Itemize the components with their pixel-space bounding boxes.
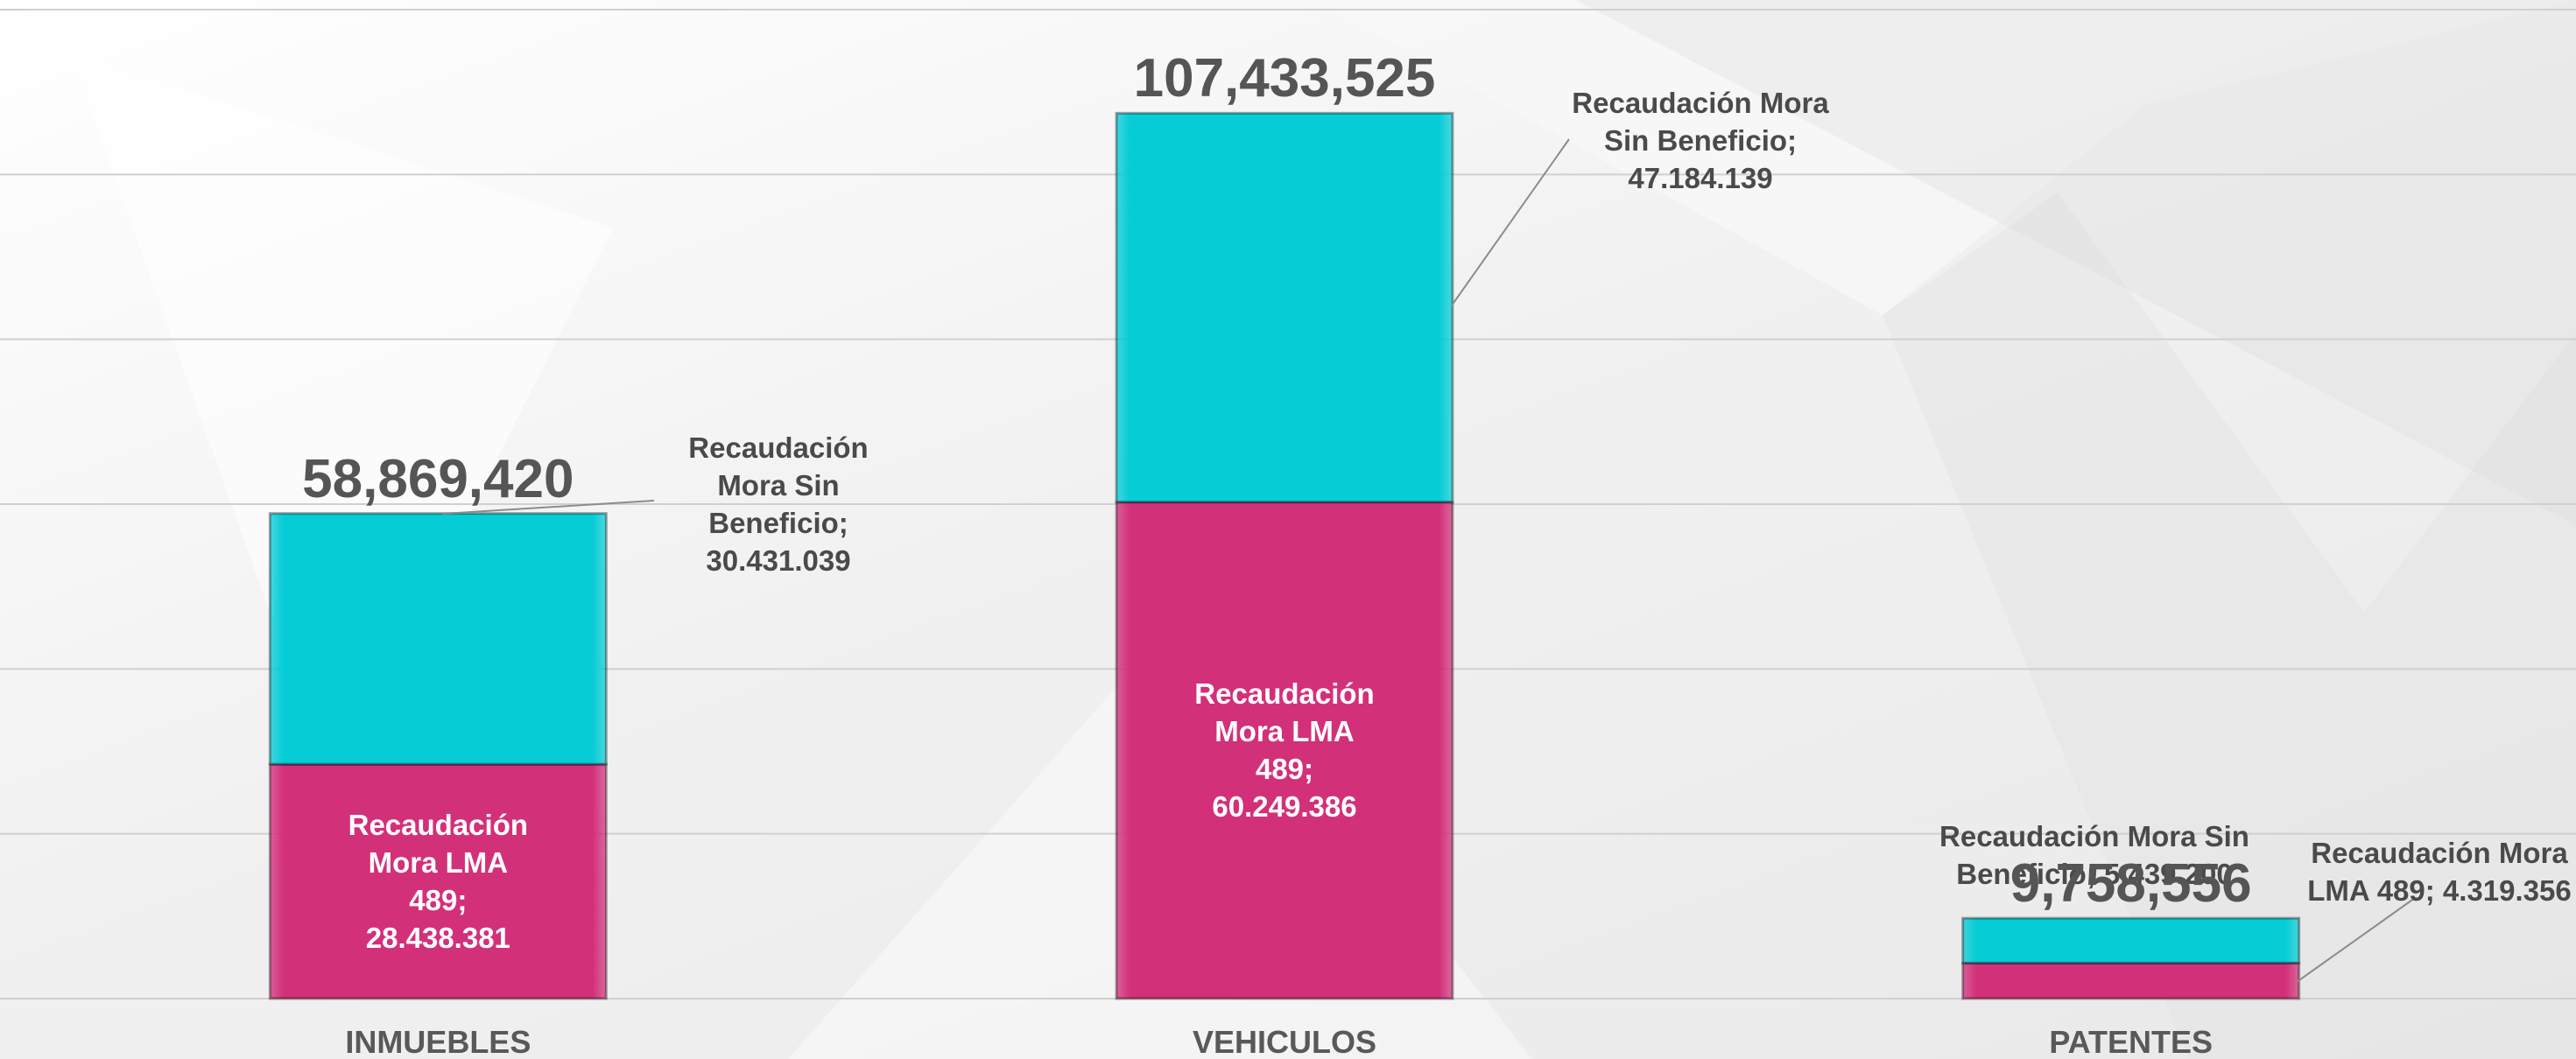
bar-segment [1115, 111, 1454, 504]
segment-label: Recaudación Mora LMA 489; 4.319.356 [2307, 837, 2572, 907]
x-tick-label: INMUEBLES [345, 1024, 531, 1059]
bar-segment [1961, 916, 2301, 964]
total-label: 9,758,556 [2009, 853, 2252, 915]
leader-line [1451, 138, 1570, 306]
x-tick-label: VEHICULOS [1192, 1024, 1377, 1059]
segment-label: Recaudación Mora Sin Beneficio; 47.184.1… [1572, 87, 1829, 194]
x-tick-label: PATENTES [2049, 1024, 2213, 1059]
segment-label: Recaudación Mora Sin Beneficio; 5.439.20… [1939, 820, 2249, 890]
total-label: 58,869,420 [302, 448, 574, 509]
bar-segment [1961, 961, 2301, 1000]
segment-label: Recaudación Mora LMA 489; 60.249.386 [1194, 677, 1375, 824]
bar-segment [268, 762, 608, 1000]
leader-line [2296, 897, 2416, 983]
leader-line [442, 500, 655, 515]
background-shapes [70, 0, 2576, 1059]
segment-label: Recaudación Mora LMA 489; 28.438.381 [348, 809, 529, 955]
bar-segment [268, 512, 608, 766]
total-label: 107,433,525 [1133, 48, 1436, 109]
segment-label: Recaudación Mora Sin Beneficio; 30.431.0… [688, 431, 869, 577]
bar-segment [1115, 501, 1454, 1000]
